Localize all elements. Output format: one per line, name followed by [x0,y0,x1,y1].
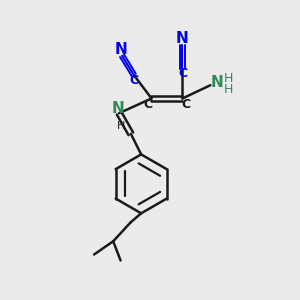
Text: N: N [176,32,189,46]
Text: H: H [117,121,126,130]
Text: H: H [224,72,234,85]
Text: N: N [211,75,223,90]
Text: N: N [111,101,124,116]
Text: C: C [130,74,139,87]
Text: H: H [224,83,234,96]
Text: C: C [182,98,190,111]
Text: C: C [178,67,188,80]
Text: C: C [143,98,152,111]
Text: N: N [115,42,128,57]
